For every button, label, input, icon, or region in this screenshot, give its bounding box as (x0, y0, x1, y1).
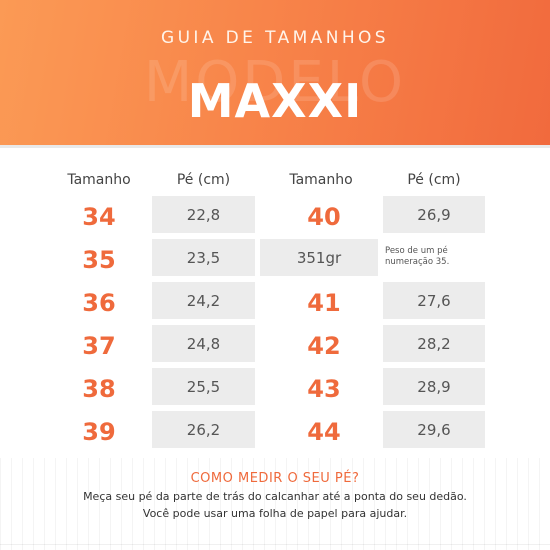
size-number: 37 (82, 332, 116, 360)
header-title: MAXXI (187, 74, 363, 128)
foot-length-cell: 29,6 (383, 411, 485, 448)
column-header-foot-right: Pé (cm) (407, 172, 461, 188)
foot-length-cell: 26,9 (383, 196, 485, 233)
size-number: 35 (82, 246, 116, 274)
size-number: 42 (307, 332, 341, 360)
weight-cell: 351gr (260, 239, 378, 276)
how-to-measure-line-1: Meça seu pé da parte de trás do calcanha… (83, 490, 467, 503)
foot-length-cell: 22,8 (152, 196, 255, 233)
foot-length-cell: 24,2 (152, 282, 255, 319)
foot-length-cell: 26,2 (152, 411, 255, 448)
ruler-background (0, 458, 550, 550)
foot-length-cell: 24,8 (152, 325, 255, 362)
size-number: 44 (307, 418, 341, 446)
foot-length-cell: 23,5 (152, 239, 255, 276)
how-to-measure-title: COMO MEDIR O SEU PÉ? (190, 471, 360, 486)
ruler-baseline (0, 544, 550, 545)
column-header-foot-left: Pé (cm) (176, 172, 231, 188)
column-header-size-right: Tamanho (289, 172, 353, 188)
size-number: 34 (82, 203, 116, 231)
header-divider (0, 145, 550, 148)
foot-length-cell: 28,2 (383, 325, 485, 362)
foot-length-cell: 27,6 (383, 282, 485, 319)
size-number: 43 (307, 375, 341, 403)
header-banner: GUIA DE TAMANHOS MODELO MAXXI (0, 0, 550, 145)
size-number: 38 (82, 375, 116, 403)
size-number: 36 (82, 289, 116, 317)
size-number: 41 (307, 289, 341, 317)
size-number: 40 (307, 203, 341, 231)
weight-note: Peso de um pé numeração 35. (385, 246, 450, 267)
size-number: 39 (82, 418, 116, 446)
column-header-size-left: Tamanho (67, 172, 131, 188)
foot-length-cell: 25,5 (152, 368, 255, 405)
foot-length-cell: 28,9 (383, 368, 485, 405)
header-watermark: MODELO (143, 50, 407, 115)
how-to-measure-line-2: Você pode usar uma folha de papel para a… (142, 507, 408, 520)
header-subtitle: GUIA DE TAMANHOS (161, 28, 389, 48)
